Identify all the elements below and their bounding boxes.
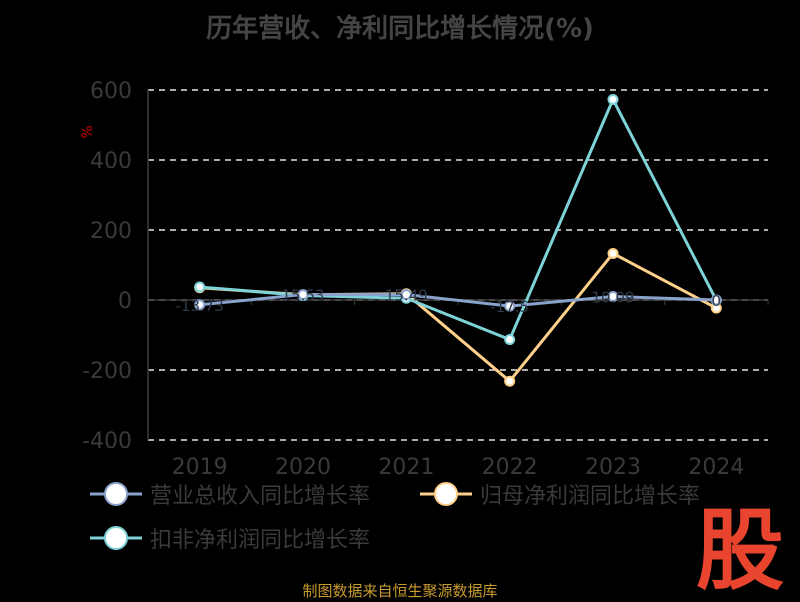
legend-item[interactable]: 扣非净利润同比增长率: [90, 522, 370, 554]
y-tick-label: 200: [90, 219, 132, 244]
legend-label: 扣非净利润同比增长率: [150, 528, 371, 553]
data-point-0[interactable]: [297, 289, 309, 301]
data-point-1[interactable]: [607, 247, 619, 259]
data-label: 10.09: [592, 288, 635, 306]
data-label: 0: [712, 292, 722, 310]
data-point-2[interactable]: [194, 281, 206, 293]
series-line-2: [199, 97, 718, 342]
y-tick-label: 600: [90, 79, 132, 104]
legend-marker-icon: [420, 482, 472, 506]
data-source-note: 制图数据来自恒生聚源数据库: [302, 582, 498, 600]
data-label: -17.5: [490, 298, 529, 316]
x-tick-label: 2019: [172, 455, 228, 480]
data-label: 15.49: [385, 287, 428, 305]
data-point-0[interactable]: [400, 289, 412, 301]
x-tick-label: 2022: [482, 455, 538, 480]
data-point-0[interactable]: [504, 300, 516, 312]
x-tick-label: 2020: [275, 455, 331, 480]
series-line-0: [199, 293, 717, 308]
legend-item[interactable]: 营业总收入同比增长率: [90, 478, 370, 510]
legend-item[interactable]: 归母净利润同比增长率: [420, 478, 700, 510]
y-tick-label: 0: [118, 289, 132, 314]
data-point-1[interactable]: [504, 375, 516, 387]
data-point-2[interactable]: [607, 93, 619, 105]
y-tick-label: -400: [82, 429, 132, 454]
data-point-0[interactable]: [194, 299, 206, 311]
data-point-0[interactable]: [607, 290, 619, 302]
data-point-0[interactable]: [710, 294, 722, 306]
legend-marker-icon: [90, 526, 142, 550]
legend-label: 营业总收入同比增长率: [150, 484, 371, 509]
data-point-2[interactable]: [504, 334, 516, 346]
chart-title: 历年营收、净利同比增长情况(%): [206, 14, 594, 44]
x-tick-label: 2021: [378, 455, 434, 480]
data-label: -13.73: [175, 297, 223, 315]
data-label: 15.53: [282, 287, 325, 305]
brand-logo: 股: [695, 498, 784, 602]
x-tick-label: 2024: [688, 455, 744, 480]
y-tick-label: 400: [90, 149, 132, 174]
legend-marker-icon: [90, 482, 142, 506]
y-tick-label: -200: [82, 359, 132, 384]
x-tick-label: 2023: [585, 455, 641, 480]
y-axis-unit: %: [80, 125, 96, 138]
legend-label: 归母净利润同比增长率: [480, 484, 701, 509]
